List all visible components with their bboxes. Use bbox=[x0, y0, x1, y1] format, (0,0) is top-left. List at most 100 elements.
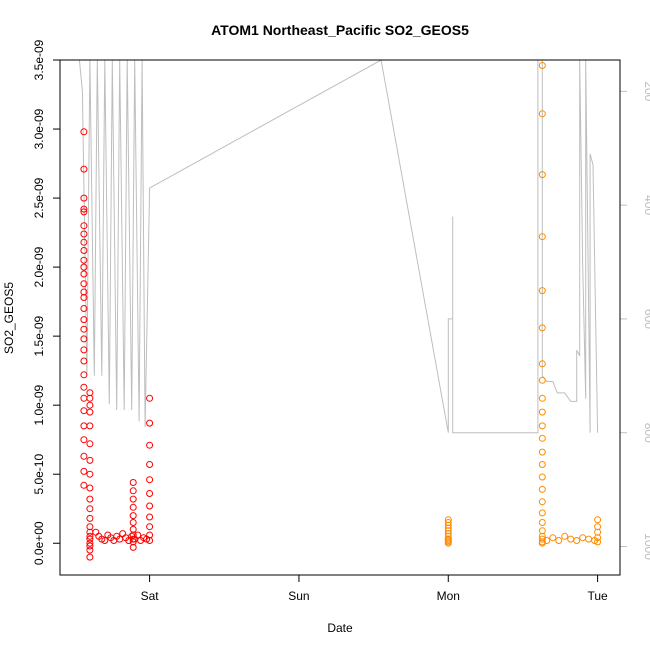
data-point bbox=[80, 263, 88, 271]
data-point bbox=[594, 534, 602, 542]
x-axis: Sat Sun Mon Tue bbox=[141, 574, 608, 603]
data-point bbox=[80, 394, 88, 402]
data-point bbox=[80, 452, 88, 460]
data-point bbox=[86, 514, 94, 522]
data-point bbox=[80, 422, 88, 430]
right-tick-label: 400 bbox=[642, 195, 650, 215]
data-point bbox=[444, 539, 452, 547]
data-point bbox=[129, 512, 137, 520]
data-point bbox=[146, 523, 154, 531]
x-axis-label: Date bbox=[327, 621, 353, 635]
data-point bbox=[573, 537, 581, 544]
data-point bbox=[80, 357, 88, 365]
data-point bbox=[538, 171, 546, 179]
y-tick-label: 1.5e-09 bbox=[32, 315, 46, 356]
y-tick-label: 3.0e-09 bbox=[32, 108, 46, 149]
data-point bbox=[80, 165, 88, 173]
data-point bbox=[538, 376, 546, 384]
data-point bbox=[86, 401, 94, 409]
data-point bbox=[86, 505, 94, 513]
data-point bbox=[134, 531, 142, 539]
data-point bbox=[538, 448, 546, 456]
data-point bbox=[538, 509, 546, 517]
data-point bbox=[538, 394, 546, 402]
data-point bbox=[92, 528, 100, 536]
y-tick-label: 1.0e-09 bbox=[32, 385, 46, 426]
data-point bbox=[146, 394, 154, 402]
data-point bbox=[80, 208, 88, 216]
right-axis: 200 400 600 800 1000 bbox=[619, 81, 650, 560]
data-point bbox=[561, 532, 569, 540]
data-point bbox=[80, 436, 88, 444]
data-point bbox=[146, 441, 154, 449]
data-point bbox=[80, 247, 88, 254]
data-point bbox=[80, 371, 88, 379]
data-point bbox=[538, 233, 546, 241]
data-point bbox=[538, 473, 546, 481]
data-point bbox=[80, 270, 88, 278]
data-point bbox=[86, 456, 94, 464]
data-point bbox=[129, 535, 137, 543]
right-tick-label: 1000 bbox=[642, 533, 650, 560]
y-axis: 0.0e+00 5.0e-10 1.0e-09 1.5e-09 2.0e-09 2.5e-… bbox=[32, 39, 61, 565]
data-point bbox=[80, 481, 88, 489]
data-point bbox=[86, 542, 94, 550]
data-point bbox=[86, 484, 94, 492]
data-point bbox=[86, 440, 94, 448]
data-point bbox=[86, 535, 94, 543]
data-point bbox=[86, 495, 94, 503]
data-point bbox=[129, 503, 137, 511]
data-point bbox=[80, 305, 88, 312]
right-tick-label: 600 bbox=[642, 309, 650, 329]
data-point bbox=[146, 490, 154, 497]
data-point bbox=[80, 256, 88, 264]
data-point bbox=[86, 408, 94, 416]
x-tick-label: Sat bbox=[141, 589, 160, 603]
data-point bbox=[555, 537, 563, 544]
data-point bbox=[146, 537, 154, 544]
data-point bbox=[538, 519, 546, 526]
points-layer bbox=[80, 62, 602, 561]
data-point bbox=[80, 194, 88, 202]
data-point bbox=[594, 516, 602, 524]
pressure-line-layer bbox=[78, 59, 599, 434]
y-tick-label: 3.5e-09 bbox=[32, 39, 46, 80]
data-point bbox=[80, 205, 88, 213]
data-point bbox=[80, 383, 88, 391]
x-tick-label: Mon bbox=[437, 589, 460, 603]
data-point bbox=[146, 461, 154, 468]
x-tick-label: Sun bbox=[288, 589, 309, 603]
data-point bbox=[80, 222, 88, 230]
data-point bbox=[567, 535, 575, 543]
data-point bbox=[80, 407, 88, 415]
x-tick-label: Tue bbox=[587, 589, 608, 603]
data-point bbox=[594, 538, 602, 546]
data-point bbox=[538, 360, 546, 368]
chart-title: ATOM1 Northeast_Pacific SO2_GEOS5 bbox=[211, 22, 469, 38]
data-point bbox=[543, 537, 551, 544]
data-point bbox=[80, 316, 88, 324]
data-point bbox=[444, 537, 452, 544]
data-point bbox=[538, 62, 546, 69]
data-point bbox=[129, 519, 137, 526]
data-point bbox=[146, 476, 154, 484]
data-point bbox=[129, 487, 137, 495]
data-point bbox=[129, 531, 137, 539]
data-point bbox=[538, 485, 546, 493]
data-point bbox=[80, 325, 88, 333]
data-point bbox=[86, 470, 94, 478]
data-point bbox=[80, 238, 88, 246]
data-point bbox=[80, 467, 88, 475]
data-point bbox=[86, 553, 94, 561]
data-point bbox=[119, 530, 127, 538]
data-point bbox=[538, 535, 546, 543]
pressure-line bbox=[78, 59, 599, 434]
data-point bbox=[538, 324, 546, 332]
data-point bbox=[538, 287, 546, 295]
data-point bbox=[538, 498, 546, 506]
data-point bbox=[146, 513, 154, 521]
y-tick-label: 0.0e+00 bbox=[32, 521, 46, 565]
data-point bbox=[86, 422, 94, 430]
data-point bbox=[146, 502, 154, 510]
